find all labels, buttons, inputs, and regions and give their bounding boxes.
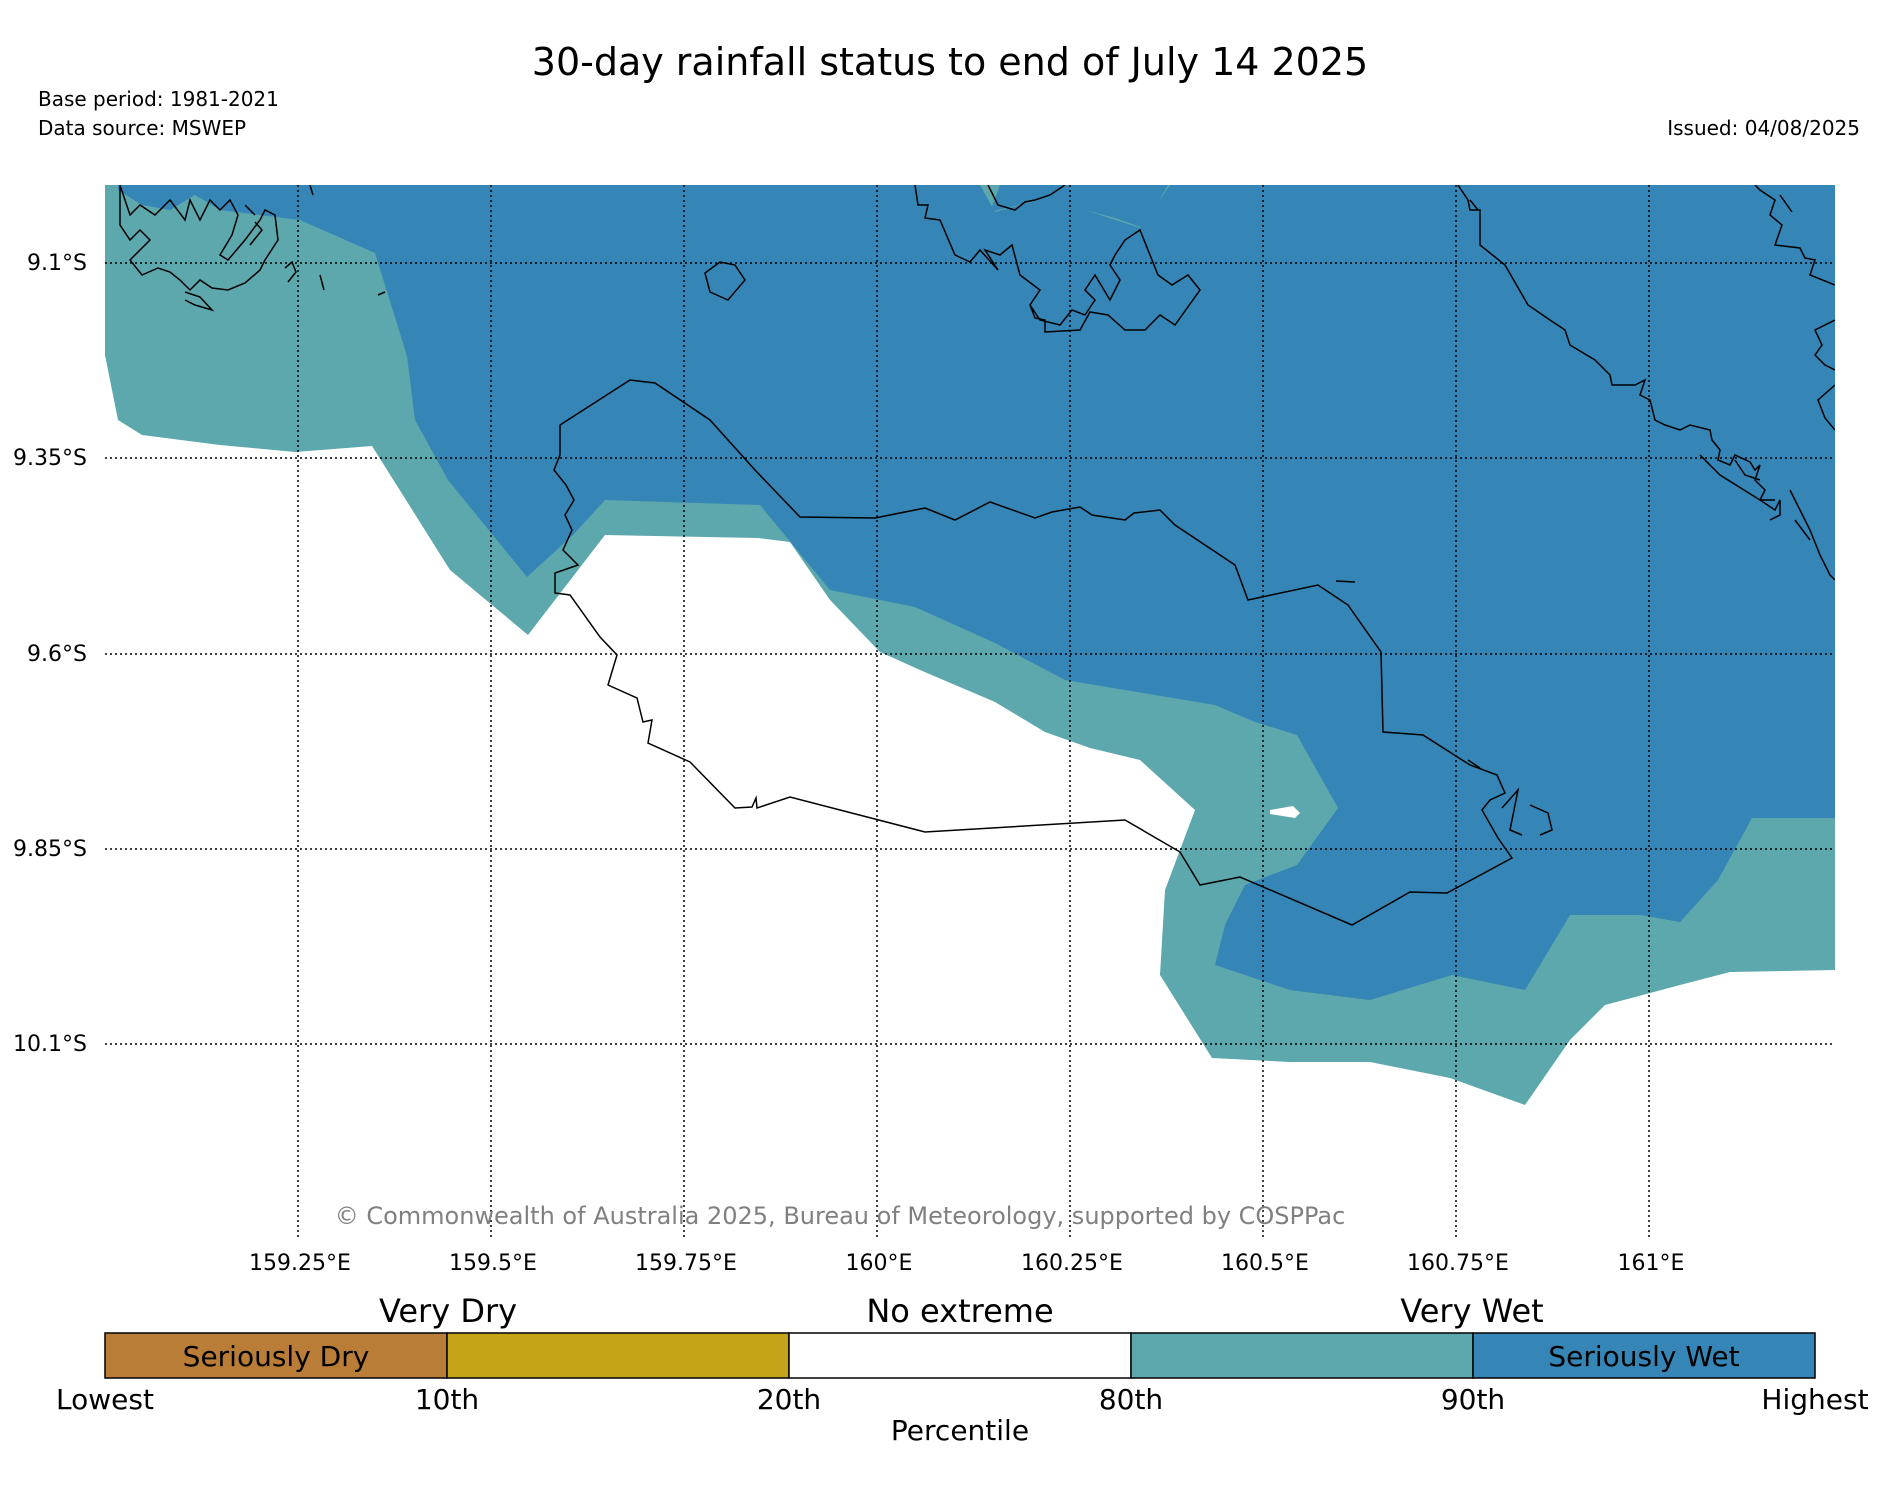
- legend-tick-10th: 10th: [415, 1383, 479, 1416]
- malaita-fragment-7: [1794, 519, 1811, 541]
- lon-tick-label: 160.25°E: [1021, 1251, 1123, 1276]
- lon-tick-label: 159.75°E: [635, 1251, 737, 1276]
- lat-tick-labels: 9.1°S 9.35°S 9.6°S 9.85°S 10.1°S: [13, 251, 87, 1057]
- issued-date-label: Issued: 04/08/2025: [1667, 116, 1860, 140]
- legend-tick-20th: 20th: [757, 1383, 821, 1416]
- coast-fragment-dash2: [1467, 759, 1481, 769]
- lat-tick-label: 9.1°S: [27, 251, 87, 276]
- legend-group-very-dry: Very Dry: [379, 1292, 517, 1330]
- lon-tick-label: 160.5°E: [1221, 1251, 1309, 1276]
- coastlines: [119, 185, 1835, 926]
- islet-1: [704, 261, 746, 301]
- map-title: 30-day rainfall status to end of July 14…: [532, 40, 1368, 84]
- savo-fragment-6: [309, 185, 314, 196]
- no-extreme-patch: [1270, 806, 1300, 818]
- base-period-label: Base period: 1981-2021: [38, 87, 279, 111]
- savo-fragment-2: [284, 260, 297, 283]
- seriously-wet-region: [118, 185, 1835, 1000]
- malaita-coastline: [1457, 185, 1781, 521]
- malaita-fragment-2: [1779, 194, 1793, 213]
- legend-bin-label-seriously-wet: Seriously Wet: [1548, 1340, 1739, 1373]
- savo-fragment-4: [249, 221, 263, 246]
- lon-tick-label: 159.25°E: [249, 1251, 351, 1276]
- malaita-fragment-8: [1699, 454, 1775, 501]
- lat-tick-label: 9.35°S: [13, 446, 87, 471]
- guadalcanal-coastline: [553, 379, 1514, 926]
- malaita-fragment-4: [1817, 384, 1835, 431]
- malaita-fragment-6: [1789, 489, 1835, 581]
- legend-bin-seriously-wet: [1472, 1332, 1816, 1379]
- savo-fragment-7: [377, 291, 386, 296]
- lon-gridlines: [297, 185, 1650, 1240]
- lat-tick-label: 10.1°S: [13, 1032, 87, 1057]
- legend-tick-90th: 90th: [1441, 1383, 1505, 1416]
- legend-tick-highest: Highest: [1761, 1383, 1868, 1416]
- coast-fragment-se2: [1529, 804, 1553, 836]
- lon-tick-label: 160.75°E: [1407, 1251, 1509, 1276]
- lon-tick-labels: 159.25°E 159.5°E 159.75°E 160°E 160.25°E…: [249, 1251, 1684, 1276]
- lat-gridlines: [105, 262, 1835, 1045]
- lon-tick-label: 159.5°E: [449, 1251, 537, 1276]
- map-area: [105, 185, 1835, 1240]
- lon-tick-label: 160°E: [846, 1251, 913, 1276]
- legend-bin-very-dry: [446, 1332, 790, 1379]
- legend-group-very-wet: Very Wet: [1400, 1292, 1543, 1330]
- ngella-north: [987, 185, 1066, 211]
- lon-tick-label: 161°E: [1618, 1251, 1685, 1276]
- legend-group-no-extreme: No extreme: [866, 1292, 1053, 1330]
- legend-bin-seriously-dry: [104, 1332, 448, 1379]
- legend-tick-80th: 80th: [1099, 1383, 1163, 1416]
- legend-axis-label: Percentile: [891, 1414, 1029, 1447]
- coast-fragment-dash: [1335, 580, 1356, 583]
- legend-bin-no-extreme: [788, 1332, 1132, 1379]
- malaita-fragment-3: [1814, 319, 1835, 371]
- copyright-note: © Commonwealth of Australia 2025, Bureau…: [335, 1202, 1346, 1230]
- malaita-fragment-1: [1754, 185, 1835, 286]
- legend: Very Dry No extreme Very Wet Seriously D…: [56, 1292, 1869, 1447]
- malaita-fragment-5: [1734, 459, 1761, 481]
- savo-fragment-5: [244, 204, 256, 216]
- savo-fragment-1: [184, 291, 215, 312]
- legend-bin-label-seriously-dry: Seriously Dry: [183, 1340, 370, 1373]
- ngella-islands: [914, 185, 1201, 333]
- legend-tick-lowest: Lowest: [56, 1383, 154, 1416]
- lat-tick-label: 9.85°S: [13, 837, 87, 862]
- savo-fragment-3: [319, 274, 325, 291]
- coast-fragment-se: [1501, 787, 1523, 836]
- savo-nw-coast: [119, 185, 279, 292]
- data-source-label: Data source: MSWEP: [38, 116, 246, 140]
- lat-tick-label: 9.6°S: [27, 642, 87, 667]
- legend-bin-very-wet: [1130, 1332, 1474, 1379]
- malaita-fragment-9: [1469, 199, 1479, 211]
